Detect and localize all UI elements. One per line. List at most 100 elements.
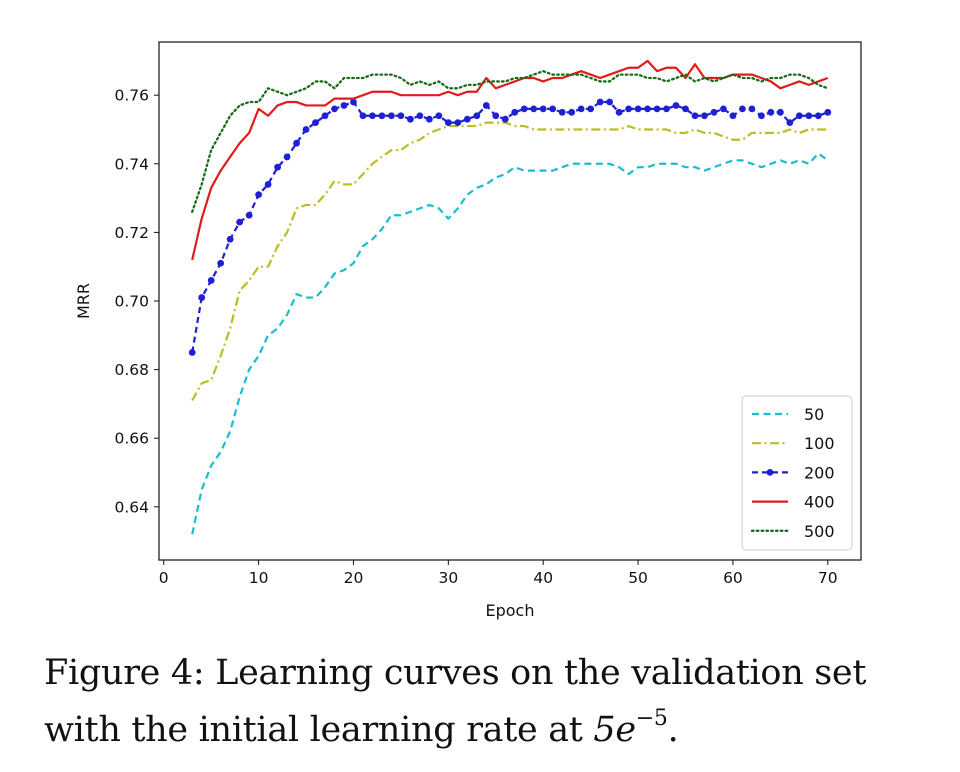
x-tick-label: 0	[159, 569, 169, 587]
series-line-100	[191, 121, 828, 402]
data-point-200	[501, 115, 509, 123]
x-tick-label: 60	[723, 569, 743, 587]
data-point-200	[245, 211, 253, 219]
data-point-200	[492, 112, 500, 120]
y-tick-label: 0.76	[114, 87, 149, 105]
data-point-200	[435, 112, 443, 120]
x-tick-label: 70	[818, 569, 838, 587]
data-point-200	[378, 112, 386, 120]
data-point-200	[388, 112, 395, 120]
y-tick-label: 0.64	[114, 498, 149, 516]
data-point-200	[672, 102, 680, 109]
data-point-200	[577, 105, 585, 113]
data-point-200	[757, 112, 765, 120]
data-point-200	[283, 153, 291, 161]
data-point-200	[587, 105, 595, 113]
data-point-200	[682, 105, 689, 113]
y-tick-label: 0.72	[114, 224, 149, 242]
data-point-200	[255, 191, 263, 199]
x-axis-label: Epoch	[486, 601, 535, 620]
data-point-200	[558, 108, 566, 116]
data-point-200	[454, 119, 462, 127]
data-point-200	[264, 180, 272, 188]
data-point-200	[653, 105, 661, 113]
data-point-200	[473, 112, 481, 120]
data-point-200	[786, 119, 794, 127]
figure-caption: Figure 4: Learning curves on the validat…	[44, 650, 944, 753]
data-point-200	[217, 259, 225, 267]
legend-label-400: 400	[804, 493, 835, 512]
data-point-200	[805, 112, 813, 120]
caption-math-base: 5e	[593, 710, 636, 750]
data-point-200	[644, 105, 651, 113]
data-point-200	[274, 163, 281, 171]
data-point-200	[340, 102, 348, 109]
data-point-200	[416, 112, 424, 120]
data-point-200	[530, 105, 538, 113]
legend: 50 100 200 400 500	[741, 395, 853, 551]
data-point-200	[482, 102, 490, 109]
data-point-200	[188, 349, 196, 356]
data-point-200	[302, 126, 310, 133]
data-point-200	[663, 105, 670, 113]
data-point-200	[359, 112, 367, 120]
series-layer	[188, 59, 832, 535]
data-point-200	[634, 105, 642, 113]
data-point-200	[606, 98, 614, 106]
data-point-200	[776, 108, 784, 116]
data-point-200	[198, 294, 206, 301]
data-point-200	[444, 119, 452, 127]
y-tick-label: 0.70	[114, 293, 149, 311]
y-tick-label: 0.68	[114, 361, 149, 379]
data-point-200	[236, 218, 244, 226]
data-point-200	[767, 108, 775, 116]
x-axis: 0 10 20 30 40 50 60 70	[159, 560, 838, 587]
data-point-200	[350, 98, 357, 106]
legend-label-200: 200	[804, 463, 835, 482]
data-point-200	[814, 112, 822, 120]
y-tick-label: 0.74	[114, 155, 149, 173]
data-point-200	[795, 112, 803, 120]
data-point-200	[748, 105, 756, 113]
data-point-200	[397, 112, 405, 120]
data-point-200	[369, 112, 376, 120]
data-point-200	[321, 112, 329, 120]
data-point-200	[425, 115, 433, 123]
x-tick-label: 10	[249, 569, 269, 587]
data-point-200	[539, 105, 547, 113]
caption-trail: .	[667, 710, 679, 750]
data-point-200	[207, 277, 215, 284]
data-point-200	[226, 235, 234, 243]
data-point-200	[549, 105, 557, 113]
data-point-200	[710, 108, 718, 116]
data-point-200	[615, 108, 623, 116]
data-point-200	[824, 108, 832, 116]
legend-marker-200	[766, 469, 774, 476]
data-point-200	[312, 119, 319, 127]
legend-label-500: 500	[804, 522, 835, 541]
y-axis: 0.64 0.66 0.68 0.70 0.72 0.74 0.76	[114, 87, 159, 516]
caption-math-exponent: −5	[635, 706, 668, 731]
data-point-200	[406, 115, 414, 123]
data-point-200	[691, 112, 699, 120]
x-tick-label: 50	[628, 569, 648, 587]
x-tick-label: 30	[438, 569, 458, 587]
y-tick-label: 0.66	[114, 430, 149, 448]
data-point-200	[739, 105, 746, 113]
caption-text: Figure 4: Learning curves on the validat…	[44, 653, 867, 750]
x-tick-label: 40	[533, 569, 553, 587]
x-tick-label: 20	[344, 569, 364, 587]
data-point-200	[293, 139, 300, 147]
data-point-200	[511, 108, 519, 116]
data-point-200	[568, 108, 576, 116]
data-point-200	[596, 98, 604, 106]
y-axis-label: MRR	[74, 283, 93, 319]
data-point-200	[625, 105, 632, 113]
learning-curves-chart: 0 10 20 30 40 50 60 70 0.64 0.66 0.68 0.70 0.72 0.74…	[74, 41, 862, 620]
data-point-200	[720, 105, 727, 113]
legend-label-100: 100	[804, 434, 835, 453]
series-line-500	[191, 70, 829, 213]
data-point-200	[701, 112, 708, 120]
data-point-200	[331, 105, 338, 113]
legend-box	[741, 395, 853, 551]
